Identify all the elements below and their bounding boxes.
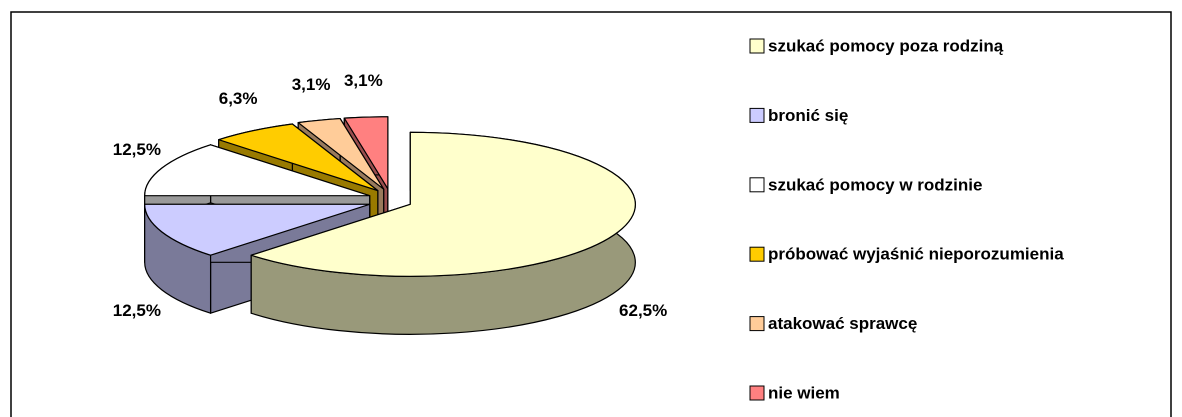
legend-swatch <box>749 246 765 262</box>
legend-swatch <box>749 177 765 193</box>
data-label: 12,5% <box>113 301 161 320</box>
legend-label: nie wiem <box>768 383 840 402</box>
data-label: 3,1% <box>344 71 383 90</box>
slice-top <box>144 144 371 197</box>
legend-label: szukać pomocy poza rodziną <box>768 36 1004 55</box>
legend-swatch <box>749 385 765 401</box>
legend-swatch <box>749 38 765 54</box>
legend-swatch <box>749 107 765 123</box>
slice-top <box>297 117 385 190</box>
legend-label: próbować wyjaśnić nieporozumienia <box>768 245 1064 264</box>
slice-top <box>343 116 389 190</box>
data-label: 62,5% <box>619 301 667 320</box>
slice-top <box>218 123 379 192</box>
legend-label: bronić się <box>768 106 848 125</box>
legend-swatch <box>749 316 765 332</box>
slice-top <box>144 203 371 256</box>
legend-label: szukać pomocy w rodzinie <box>768 175 982 194</box>
data-label: 3,1% <box>292 75 331 94</box>
slice-top <box>250 131 636 277</box>
data-label: 6,3% <box>219 89 258 108</box>
data-label: 12,5% <box>113 140 161 159</box>
legend-label: atakować sprawcę <box>768 314 917 333</box>
slice <box>250 131 636 335</box>
